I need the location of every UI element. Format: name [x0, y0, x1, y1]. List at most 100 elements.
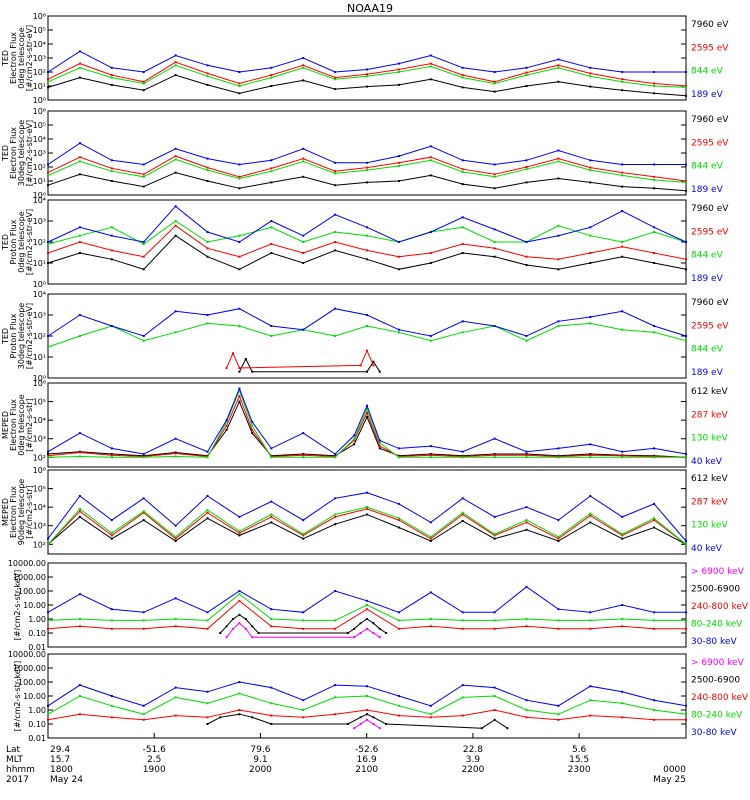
y-tick-label: 10²	[33, 238, 46, 247]
data-point	[589, 226, 592, 229]
y-tick-label: 10³	[33, 435, 46, 444]
data-point	[206, 72, 209, 75]
data-point	[461, 497, 464, 500]
data-point	[621, 80, 624, 83]
data-point	[525, 450, 528, 453]
data-point	[525, 454, 528, 457]
data-point	[174, 61, 177, 64]
data-point	[270, 500, 273, 503]
data-point	[557, 535, 560, 538]
data-point	[47, 543, 49, 546]
data-point	[557, 80, 560, 83]
y-tick-label: 10²	[33, 453, 46, 462]
data-point	[251, 716, 254, 719]
legend-entry: 7960 eV	[691, 115, 729, 125]
data-point	[78, 335, 81, 337]
y-tick-label: 10000.00	[8, 650, 46, 659]
data-point	[366, 415, 368, 418]
data-point	[206, 255, 209, 258]
y-tick-label: 10⁶	[33, 466, 46, 475]
data-point	[359, 723, 362, 725]
data-point	[372, 360, 375, 363]
data-point	[334, 184, 337, 187]
data-point	[525, 66, 528, 69]
data-point	[429, 716, 432, 719]
data-point	[557, 447, 560, 450]
series-line	[226, 622, 381, 638]
data-point	[621, 163, 624, 166]
data-point	[78, 684, 81, 687]
data-point	[429, 145, 432, 148]
data-point	[493, 515, 496, 518]
data-point	[238, 590, 241, 592]
y-tick-label: 10000.00	[8, 559, 46, 568]
data-point	[270, 714, 273, 717]
data-point	[78, 241, 81, 243]
series-line	[47, 389, 686, 458]
legend-entry: 2595 eV	[691, 138, 729, 148]
x-tick-label: 2.5	[147, 755, 161, 765]
data-point	[110, 159, 113, 162]
y-tick-label: 10⁴	[33, 503, 46, 512]
data-point	[366, 75, 368, 78]
data-point	[429, 453, 432, 455]
data-point	[621, 241, 624, 243]
series-line	[226, 349, 374, 369]
data-point	[302, 432, 305, 435]
data-point	[110, 170, 113, 173]
data-point	[238, 367, 241, 369]
data-point	[589, 514, 592, 517]
data-point	[525, 456, 528, 459]
series-line	[47, 308, 687, 337]
y-tick-label: 10⁵	[33, 121, 46, 130]
data-point	[270, 220, 273, 222]
data-point	[589, 456, 592, 459]
data-point	[429, 713, 432, 716]
y-axis-title: 30deg telescope	[17, 120, 26, 187]
y-tick-label: 10⁴	[33, 196, 46, 205]
data-point	[397, 241, 400, 243]
legend-entry: 130 keV	[691, 434, 728, 444]
data-point	[621, 454, 624, 457]
data-point	[238, 622, 241, 625]
data-point	[685, 611, 687, 614]
legend-entry: 844 eV	[691, 162, 724, 172]
data-point	[621, 716, 624, 719]
data-point	[251, 636, 254, 639]
data-point	[110, 456, 113, 459]
data-point	[47, 453, 49, 455]
data-point	[493, 80, 496, 83]
data-point	[334, 456, 337, 459]
data-point	[589, 169, 592, 172]
data-point	[302, 537, 305, 540]
data-point	[225, 625, 228, 628]
data-point	[251, 428, 254, 431]
data-point	[206, 169, 209, 172]
data-point	[219, 632, 222, 634]
data-point	[366, 226, 368, 229]
data-point	[461, 216, 464, 219]
x-tick-label: 0000	[663, 765, 686, 775]
data-point	[238, 389, 241, 392]
y-tick-label: 0.01	[28, 734, 46, 743]
data-point	[653, 699, 656, 702]
data-point	[174, 171, 177, 174]
data-point	[142, 185, 145, 188]
data-point	[685, 718, 687, 721]
data-point	[461, 619, 464, 622]
data-point	[461, 252, 464, 254]
data-point	[238, 241, 241, 243]
data-point	[142, 335, 145, 337]
series-line	[47, 593, 686, 621]
y-tick-label: 10²	[33, 540, 46, 549]
data-point	[206, 627, 209, 630]
data-point	[366, 599, 368, 602]
data-point	[270, 723, 273, 725]
data-point	[302, 262, 305, 264]
data-point	[685, 94, 687, 97]
data-point	[557, 540, 560, 542]
panel-frame	[47, 382, 687, 468]
data-point	[366, 73, 368, 76]
data-point	[557, 58, 560, 61]
data-point	[397, 502, 400, 505]
